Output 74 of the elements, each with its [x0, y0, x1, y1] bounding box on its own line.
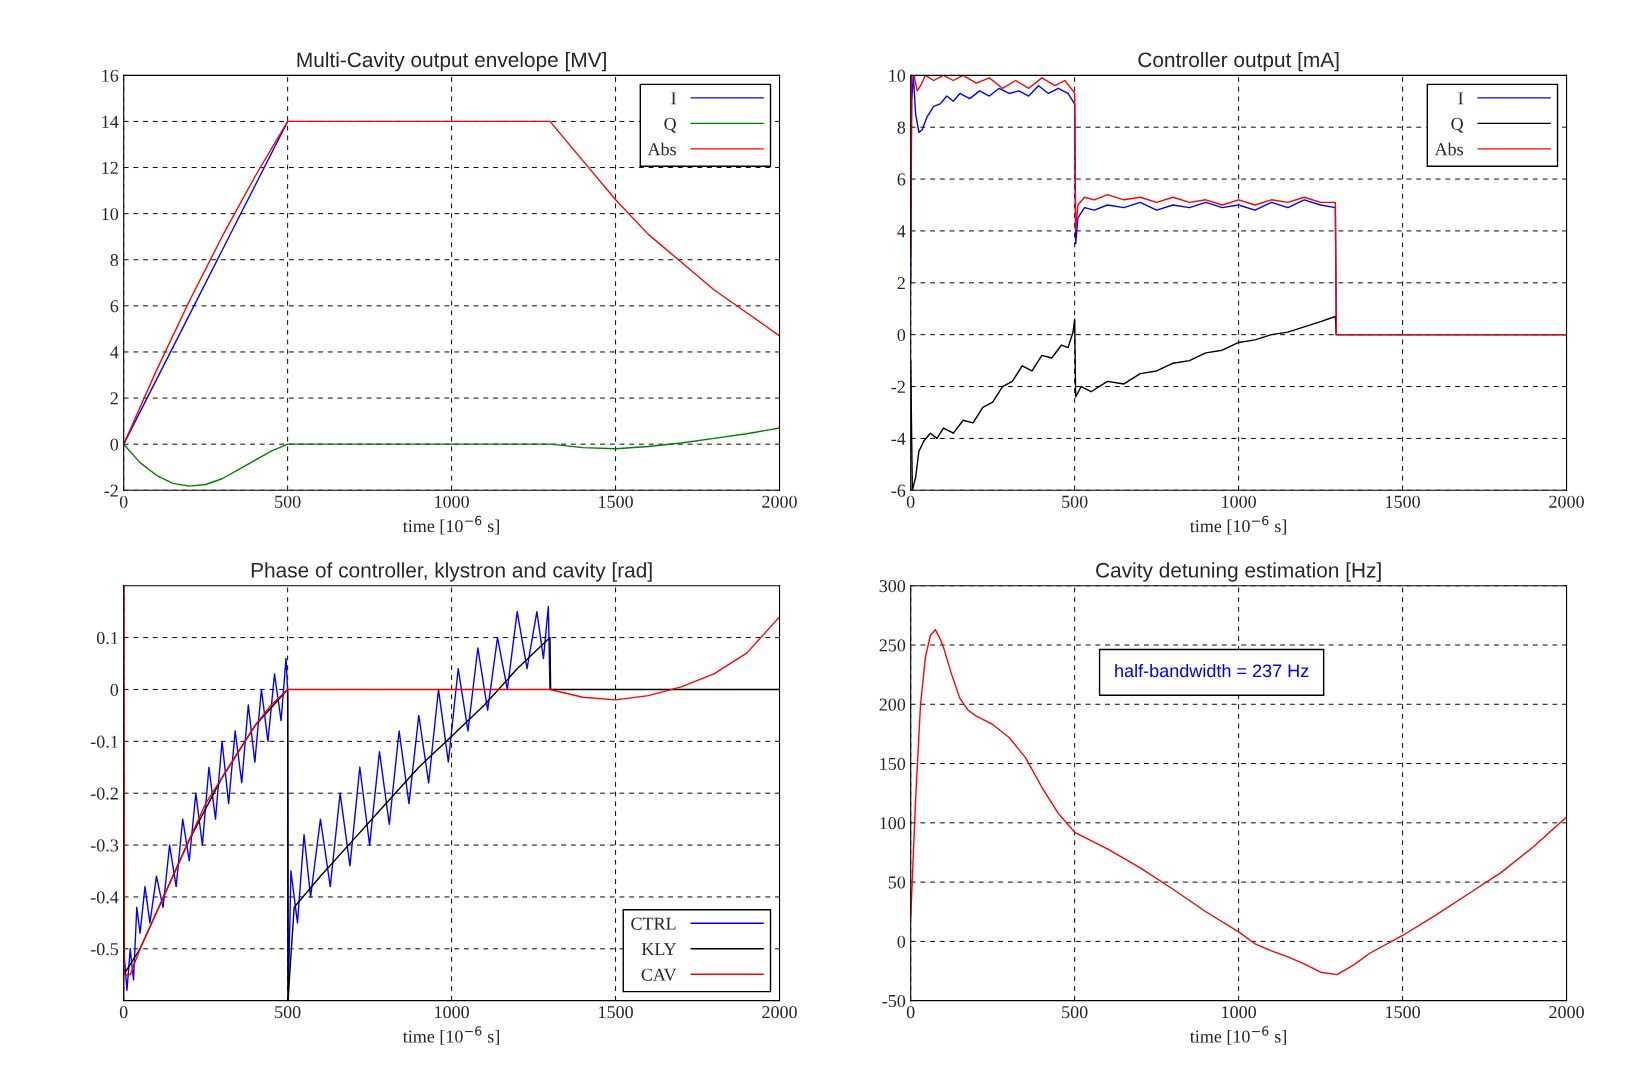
y-tick-label: 16	[102, 69, 119, 82]
x-tick-label: 1500	[1386, 1006, 1420, 1019]
y-tick-label: 300	[879, 579, 906, 593]
x-tick-label: 1500	[599, 495, 633, 508]
x-tick-label: 2000	[1549, 495, 1584, 508]
line-series	[910, 628, 1567, 976]
y-tick-label: 8	[110, 254, 119, 267]
x-axis-title: time [10$^{−6}$ s]	[402, 1026, 499, 1045]
x-axis-title: time [10$^{−6}$ s]	[402, 515, 499, 535]
chart-title: Phase of controller, klystron and cavity [rad]	[251, 562, 652, 582]
x-tick-label: 2000	[762, 495, 797, 508]
x-tick-label: 500	[275, 1006, 301, 1019]
x-tick-label: 0	[119, 495, 128, 508]
y-tick-label: -0.3	[90, 839, 119, 852]
y-tick-label: 0.1	[96, 631, 118, 645]
y-tick-label: 6	[110, 300, 119, 313]
y-tick-label: -50	[882, 994, 906, 1008]
x-tick-label: 1000	[1222, 1006, 1256, 1019]
y-tick-label: 4	[110, 346, 119, 359]
y-tick-label: 2	[897, 277, 905, 290]
y-tick-label: -0.2	[90, 787, 118, 800]
x-axis-title: time [10$^{−6}$ s]	[1189, 1026, 1286, 1045]
y-tick-label: 200	[879, 698, 906, 711]
y-tick-label: 12	[102, 161, 118, 174]
legend-label: CAV	[641, 968, 677, 981]
x-tick-label: 1000	[1222, 495, 1256, 508]
legend-label: Abs	[647, 142, 676, 156]
legend-label: Q	[664, 117, 677, 133]
y-tick-label: 2	[110, 392, 118, 405]
y-tick-label: 50	[888, 876, 906, 889]
y-tick-label: 10	[102, 207, 119, 221]
y-tick-label: -2	[104, 484, 118, 497]
legend-label: KLY	[641, 943, 677, 956]
y-tick-label: 8	[897, 121, 906, 134]
x-tick-label: 500	[1062, 1006, 1088, 1019]
x-tick-label: 1500	[599, 1006, 633, 1019]
legend-label: I	[1458, 92, 1463, 105]
x-axis-title: time [10$^{−6}$ s]	[1189, 515, 1286, 535]
chart-title: Cavity detuning estimation [Hz]	[1096, 562, 1381, 582]
y-tick-label: 10	[889, 69, 906, 82]
y-tick-label: -0.4	[90, 891, 119, 904]
x-tick-label: 0	[119, 1006, 128, 1019]
x-tick-label: 2000	[1549, 1006, 1584, 1019]
y-tick-label: 0	[897, 935, 906, 948]
x-tick-label: 1000	[435, 1006, 469, 1019]
y-tick-label: 0	[897, 328, 906, 342]
x-tick-label: 2000	[762, 1006, 797, 1019]
y-tick-label: 6	[897, 173, 906, 186]
chart-title: Controller output [mA]	[1138, 51, 1339, 72]
y-tick-label: 4	[897, 225, 906, 238]
y-tick-label: -6	[891, 484, 906, 497]
legend-label: Abs	[1434, 142, 1463, 156]
x-tick-label: 500	[275, 495, 301, 508]
line-series	[123, 427, 780, 487]
y-tick-label: -4	[891, 432, 906, 445]
y-tick-label: -0.5	[90, 943, 119, 956]
chart-title: Multi-Cavity output envelope [MV]	[297, 51, 606, 72]
y-tick-label: 0	[110, 438, 119, 451]
y-tick-label: 100	[880, 817, 906, 830]
legend-label: Q	[1451, 117, 1464, 133]
y-tick-label: -0.1	[90, 735, 118, 748]
y-tick-label: -2	[891, 380, 905, 393]
annotation: half-bandwidth = 237 Hz	[1115, 663, 1309, 678]
x-tick-label: 1500	[1386, 495, 1420, 508]
legend-label: CTRL	[631, 917, 676, 930]
x-tick-label: 500	[1062, 495, 1088, 508]
y-tick-label: 250	[879, 639, 906, 652]
y-tick-label: 150	[880, 757, 906, 770]
x-tick-label: 0	[906, 1006, 915, 1019]
legend-label: I	[671, 92, 676, 105]
y-tick-label: 0	[110, 683, 119, 696]
x-tick-label: 0	[906, 495, 915, 508]
x-tick-label: 1000	[435, 495, 469, 508]
y-tick-label: 14	[102, 115, 119, 128]
